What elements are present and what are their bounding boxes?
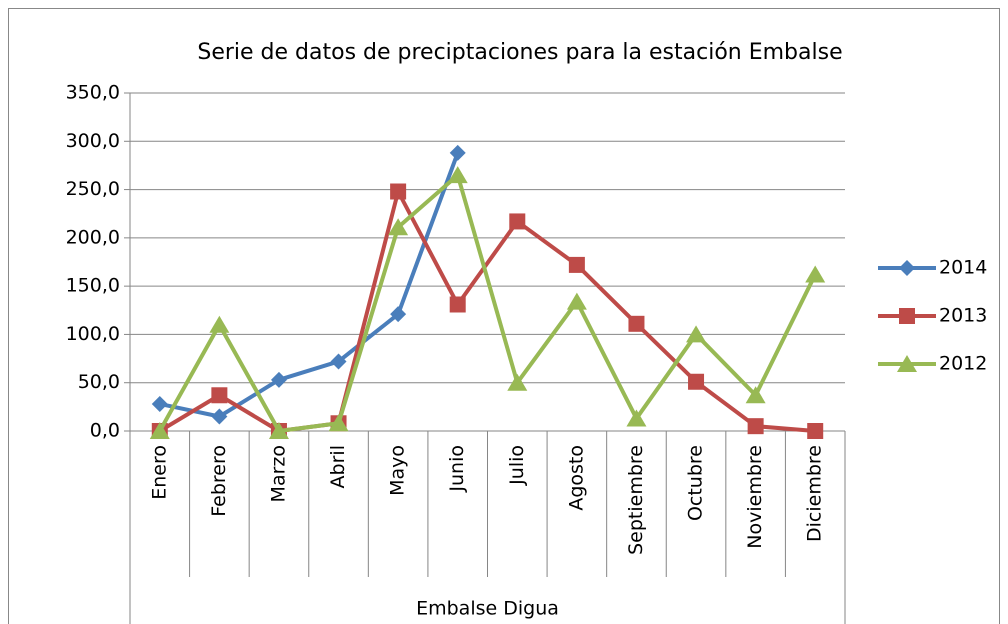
marker [807,423,824,439]
marker [211,387,228,404]
marker [568,256,585,273]
legend-marker [899,260,915,276]
x-tick-label: Noviembre [744,445,766,549]
marker [330,353,347,370]
x-tick-label: Agosto [565,445,587,511]
marker [447,166,468,184]
y-tick-label: 200,0 [66,226,120,248]
y-tick-label: 250,0 [66,178,120,200]
x-tick-label: Junio [446,445,468,493]
series-line [158,173,818,433]
x-tick-label: Febrero [208,445,230,517]
marker [507,373,528,391]
x-tick-label: Mayo [387,445,409,496]
x-tick-label: Septiembre [625,445,647,555]
x-tick-label: Abril [327,445,349,488]
marker [151,395,168,412]
y-tick-label: 150,0 [66,275,120,297]
y-tick-label: 350,0 [66,82,120,104]
marker [211,408,228,425]
marker [449,144,466,161]
marker [686,325,707,343]
legend-label: 2013 [939,305,987,327]
y-tick-label: 50,0 [78,371,120,393]
x-tick-label: Marzo [267,445,289,502]
y-tick-label: 0,0 [90,420,120,442]
legend-label: 2014 [939,257,987,279]
series-line [159,152,460,419]
chart-border [8,8,1000,624]
x-tick-label: Julio [506,445,528,486]
chart-title: Serie de datos de preciptaciones para la… [197,40,842,65]
marker [805,265,826,283]
marker [388,218,409,236]
y-tick-label: 100,0 [66,323,120,345]
marker [747,418,764,435]
marker [745,386,766,404]
marker [566,292,587,310]
marker [209,315,230,333]
marker [149,422,170,439]
marker [628,315,645,332]
marker [626,409,647,427]
marker [449,296,466,313]
x-tick-label: Octubre [685,445,707,521]
marker [268,422,289,439]
marker [509,213,526,230]
marker [328,414,349,432]
marker [688,373,705,390]
marker [390,306,407,323]
x-tick-label: Diciembre [804,445,826,542]
marker [270,371,287,388]
x-tick-label: Enero [148,445,170,500]
marker [390,183,407,200]
legend-marker [899,308,915,324]
x-axis-label: Embalse Digua [416,598,559,620]
y-tick-label: 300,0 [66,130,120,152]
legend-label: 2012 [939,353,987,375]
series-line [158,189,816,433]
legend-marker [897,355,917,372]
